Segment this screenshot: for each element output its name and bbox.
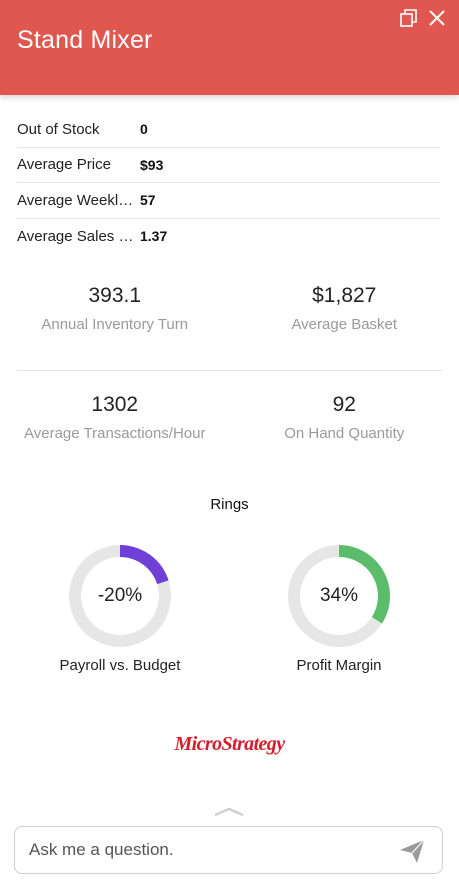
info-value: $93 — [140, 156, 164, 173]
kpi-caption: Average Basket — [291, 316, 398, 333]
ring-chart — [288, 545, 390, 647]
kpi-value: 1302 — [91, 393, 139, 416]
kpi-row: 1302 Average Transactions/Hour 92 On Han… — [0, 379, 459, 479]
info-row-out-of-stock: Out of Stock 0 — [17, 112, 440, 148]
ring-progress — [288, 545, 390, 647]
kpi-caption: Annual Inventory Turn — [41, 316, 189, 333]
logo-text: MicroStrategy — [174, 733, 286, 755]
info-row-average-weekly: Average Weekly Sales 57 — [17, 183, 440, 219]
ask-question-box — [14, 826, 443, 874]
info-label: Out of Stock — [17, 120, 100, 138]
kpi-average-transactions: 1302 Average Transactions/Hour — [0, 379, 230, 479]
ring-value: -20% — [97, 585, 143, 606]
ring-value: 34% — [319, 585, 359, 606]
kpi-average-basket: $1,827 Average Basket — [230, 270, 459, 370]
info-table: Out of Stock 0 Average Price $93 Average… — [17, 112, 440, 254]
page-title: Stand Mixer — [17, 26, 153, 54]
kpi-value: $1,827 — [312, 284, 377, 307]
header: Stand Mixer — [0, 0, 459, 95]
info-label: Average Weekly Sales — [17, 191, 140, 209]
rings-title: Rings — [210, 496, 249, 513]
chevron-up-icon[interactable] — [212, 806, 246, 816]
info-row-average-price: Average Price $93 — [17, 148, 440, 183]
info-value: 57 — [140, 192, 156, 209]
kpi-value: 393.1 — [88, 284, 142, 307]
ring-profit-margin: 34% Profit Margin — [284, 541, 394, 674]
ring-progress — [69, 545, 171, 647]
close-icon[interactable] — [426, 7, 448, 29]
info-value: 0 — [140, 121, 148, 138]
info-value: 1.37 — [140, 228, 168, 245]
kpi-annual-inventory-turn: 393.1 Annual Inventory Turn — [0, 270, 230, 370]
divider — [17, 370, 442, 371]
ring-payroll-vs-budget: -20% Payroll vs. Budget — [60, 541, 180, 674]
kpi-value: 92 — [332, 393, 356, 416]
ring-label: Profit Margin — [296, 657, 382, 674]
ring-chart — [69, 545, 171, 647]
microstrategy-logo: MicroStrategy — [0, 733, 459, 756]
kpi-caption: On Hand Quantity — [284, 425, 405, 442]
kpi-grid: 393.1 Annual Inventory Turn $1,827 Avera… — [0, 270, 459, 479]
ask-question-input[interactable] — [29, 827, 389, 873]
kpi-row: 393.1 Annual Inventory Turn $1,827 Avera… — [0, 270, 459, 370]
kpi-caption: Average Transactions/Hour — [24, 425, 206, 442]
kpi-on-hand-quantity: 92 On Hand Quantity — [230, 379, 459, 479]
info-label: Average Price — [17, 156, 111, 174]
copy-icon[interactable] — [398, 7, 420, 29]
info-row-average-sales: Average Sales Rate 1.37 — [17, 219, 440, 255]
ring-label: Payroll vs. Budget — [59, 657, 181, 674]
info-label: Average Sales Rate — [17, 227, 140, 245]
send-icon[interactable] — [398, 837, 426, 865]
